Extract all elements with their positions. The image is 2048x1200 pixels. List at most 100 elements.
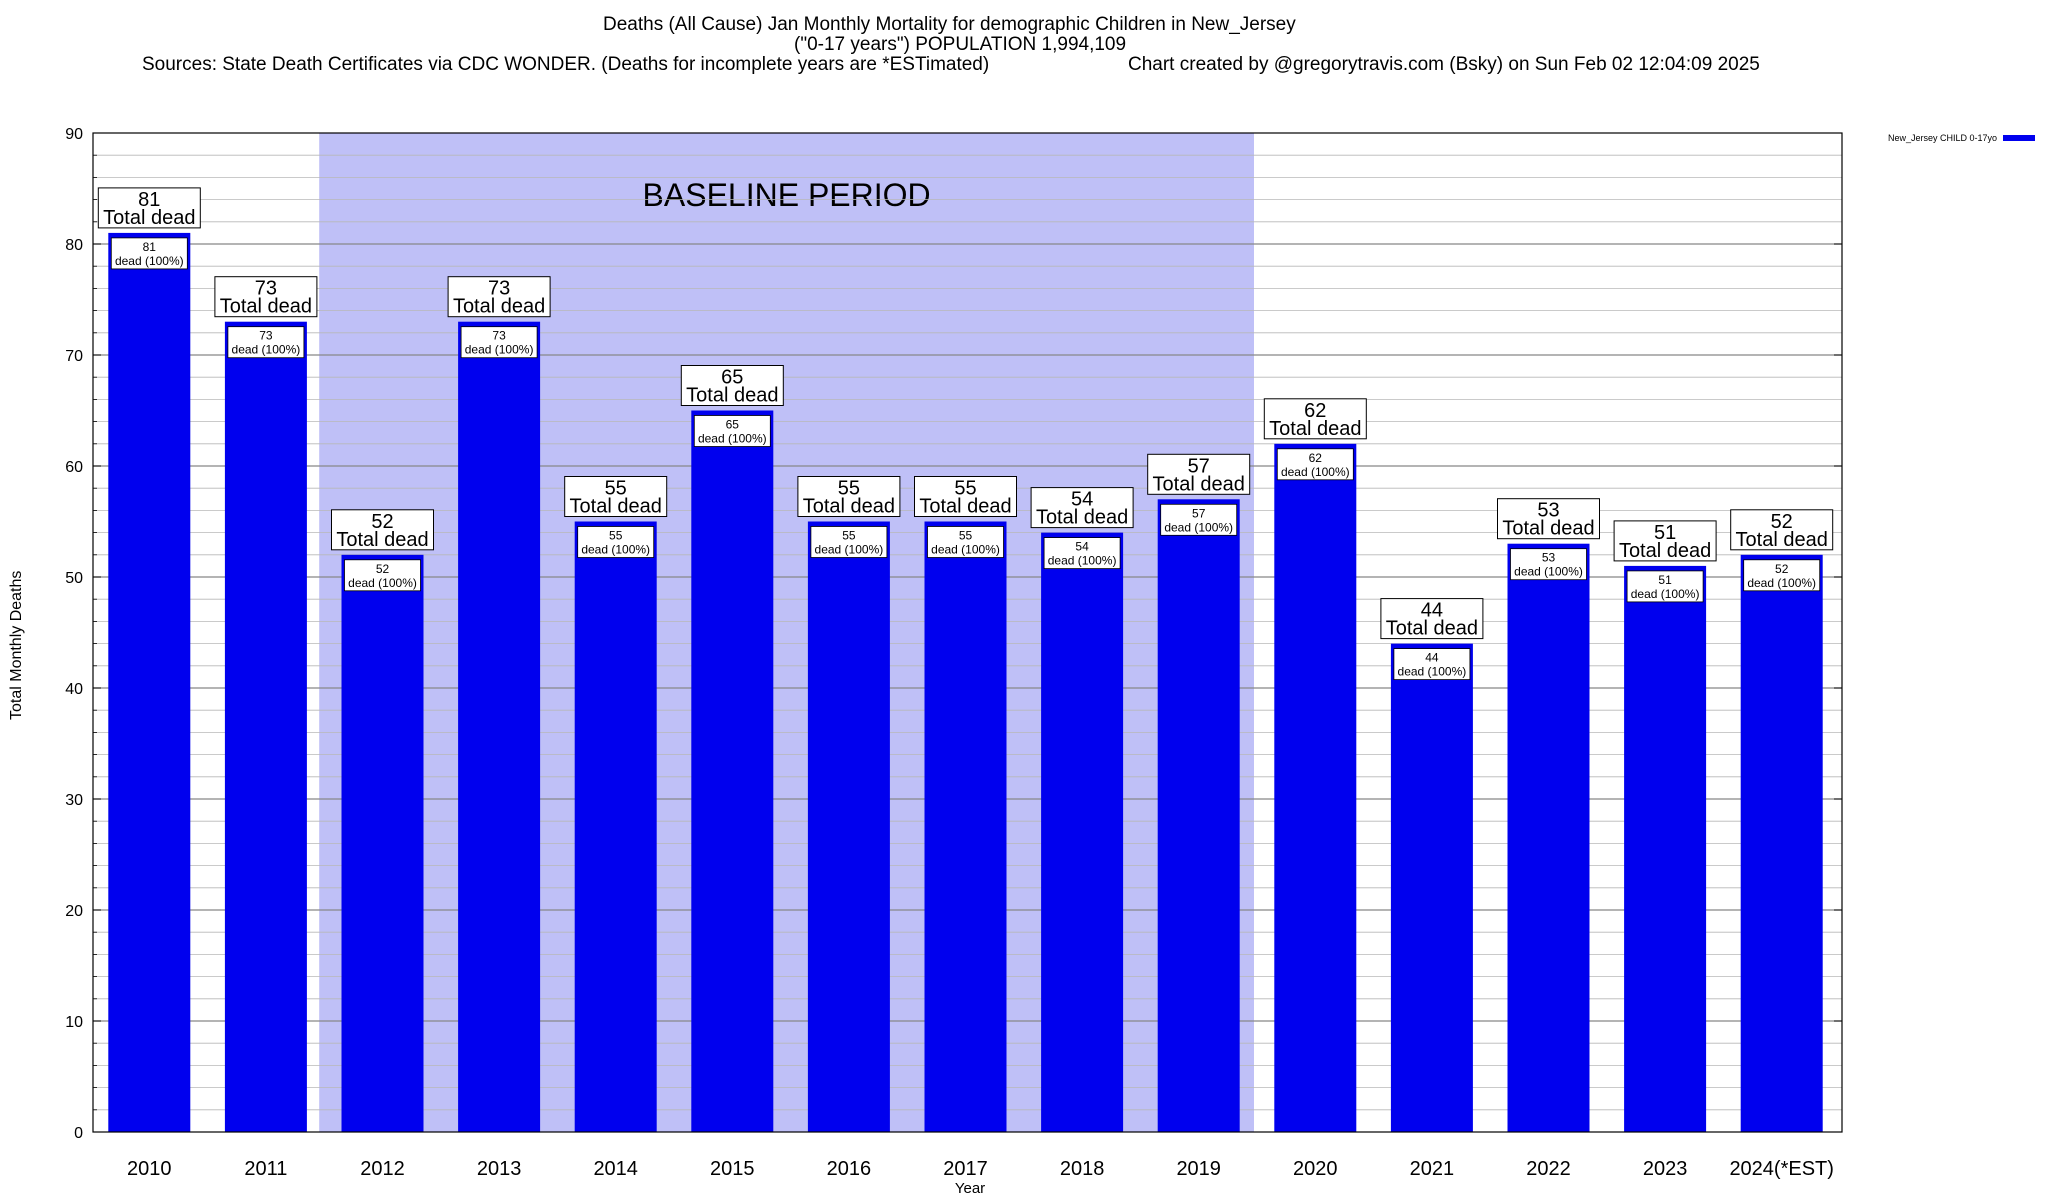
- bar-inner-value: 51: [1658, 573, 1672, 587]
- bar-inner-value: 65: [726, 418, 740, 432]
- bar-total-suffix: Total dead: [1386, 618, 1478, 640]
- bar-total-label-box: [1147, 453, 1251, 495]
- y-tick-label: 50: [65, 570, 83, 587]
- bar-inner-value: 52: [1775, 562, 1789, 576]
- bar-total-value: 81: [138, 189, 160, 211]
- bar-inner-suffix: dead (100%): [465, 343, 534, 357]
- bar-inner-label-box: [1276, 448, 1354, 481]
- bar-inner-value: 55: [959, 529, 973, 543]
- y-tick-label: 30: [65, 792, 83, 809]
- bar-inner-label-box: [810, 526, 888, 558]
- bar-total-label-box: [1497, 498, 1600, 540]
- bar-inner-label-box: [344, 559, 421, 592]
- x-tick-label: 2018: [1060, 1158, 1105, 1180]
- bar: [1507, 543, 1590, 1132]
- x-tick-label: 2015: [710, 1158, 755, 1180]
- x-tick-label: 2014: [593, 1158, 638, 1180]
- bar: [224, 321, 307, 1132]
- bar-total-label-box: [797, 476, 901, 517]
- bar-inner-label-box: [1743, 559, 1821, 592]
- bar-total-suffix: Total dead: [453, 296, 545, 318]
- y-axis-label: Total Monthly Deaths: [8, 570, 25, 720]
- x-tick-label: 2019: [1176, 1158, 1221, 1180]
- bar-total-value: 52: [1771, 511, 1793, 533]
- bar-inner-suffix: dead (100%): [232, 343, 301, 357]
- legend-label: New_Jersey CHILD 0-17yo: [1888, 133, 1997, 143]
- bar-total-suffix: Total dead: [1619, 540, 1711, 562]
- bar-total-value: 65: [721, 367, 743, 389]
- bar: [924, 521, 1007, 1132]
- bar-inner-label-box: [1043, 537, 1121, 569]
- bar-inner-value: 44: [1425, 651, 1439, 665]
- x-tick-label: 2012: [360, 1158, 405, 1180]
- x-tick-label: 2023: [1643, 1158, 1688, 1180]
- bar-total-label-box: [97, 187, 201, 229]
- bar-inner-value: 81: [143, 240, 157, 254]
- y-tick-label: 70: [65, 348, 83, 365]
- bar-inner-suffix: dead (100%): [1514, 565, 1583, 579]
- chart-title: Deaths (All Cause) Jan Monthly Mortality…: [603, 14, 1296, 35]
- bar-total-suffix: Total dead: [570, 496, 662, 518]
- bar-total-label-box: [447, 276, 551, 318]
- bar: [341, 554, 424, 1132]
- bar-total-value: 51: [1654, 522, 1676, 544]
- bar-inner-suffix: dead (100%): [1164, 520, 1233, 534]
- bar: [807, 521, 890, 1132]
- bar-total-label-box: [1030, 487, 1134, 529]
- bar-inner-suffix: dead (100%): [1631, 587, 1700, 601]
- bar-total-label-box: [1613, 520, 1717, 562]
- bar-inner-value: 73: [492, 329, 506, 343]
- bar-total-label-box: [564, 476, 668, 517]
- bar-inner-label-box: [1393, 648, 1471, 680]
- bar-total-value: 73: [255, 278, 277, 300]
- bar: [458, 321, 541, 1132]
- bar: [108, 232, 191, 1132]
- bar-inner-value: 62: [1309, 451, 1323, 465]
- bar-total-value: 62: [1304, 400, 1326, 422]
- y-tick-label: 20: [65, 903, 83, 920]
- bar-total-label-box: [214, 276, 318, 318]
- chart-sources: Sources: State Death Certificates via CD…: [142, 54, 990, 75]
- bar-inner-label-box: [577, 526, 655, 558]
- x-tick-label: 2021: [1410, 1158, 1455, 1180]
- bar-total-value: 44: [1421, 600, 1443, 622]
- bar-inner-suffix: dead (100%): [115, 254, 184, 268]
- bar-inner-label-box: [927, 526, 1004, 558]
- bar: [691, 410, 774, 1132]
- chart-subtitle: ("0-17 years") POPULATION 1,994,109: [794, 34, 1127, 55]
- bar-total-suffix: Total dead: [1036, 507, 1128, 529]
- bar-total-suffix: Total dead: [336, 529, 428, 551]
- bar-total-suffix: Total dead: [686, 385, 778, 407]
- bar-inner-label-box: [1510, 548, 1587, 581]
- bar-total-label-box: [1263, 398, 1367, 440]
- bar: [1041, 532, 1124, 1132]
- bar-inner-suffix: dead (100%): [815, 543, 884, 557]
- bar-total-value: 57: [1188, 455, 1210, 477]
- bar-total-suffix: Total dead: [1502, 518, 1594, 540]
- bar-total-suffix: Total dead: [103, 207, 195, 229]
- bar-total-label-box: [680, 365, 784, 406]
- legend-swatch: [2003, 135, 2035, 141]
- bar-inner-suffix: dead (100%): [1747, 576, 1816, 590]
- bar-total-value: 55: [954, 478, 976, 500]
- bar-total-value: 53: [1537, 500, 1559, 522]
- bar-inner-value: 53: [1542, 551, 1556, 565]
- bar: [1624, 565, 1707, 1132]
- bar-inner-value: 55: [609, 529, 623, 543]
- bar-total-label-box: [331, 509, 434, 551]
- bar-inner-label-box: [693, 415, 771, 447]
- bar-inner-value: 52: [376, 562, 390, 576]
- bar-inner-value: 55: [842, 529, 856, 543]
- x-tick-label: 2011: [244, 1158, 287, 1180]
- x-tick-label: 2013: [477, 1158, 522, 1180]
- bar-total-label-box: [914, 476, 1017, 517]
- bar-inner-label-box: [110, 237, 188, 270]
- bar-total-value: 55: [605, 478, 627, 500]
- bar-inner-value: 73: [259, 329, 273, 343]
- bar-inner-suffix: dead (100%): [348, 576, 417, 590]
- bar-total-value: 54: [1071, 489, 1093, 511]
- bar-inner-suffix: dead (100%): [581, 543, 650, 557]
- bar-inner-label-box: [1626, 570, 1704, 603]
- bar-total-suffix: Total dead: [1269, 418, 1361, 440]
